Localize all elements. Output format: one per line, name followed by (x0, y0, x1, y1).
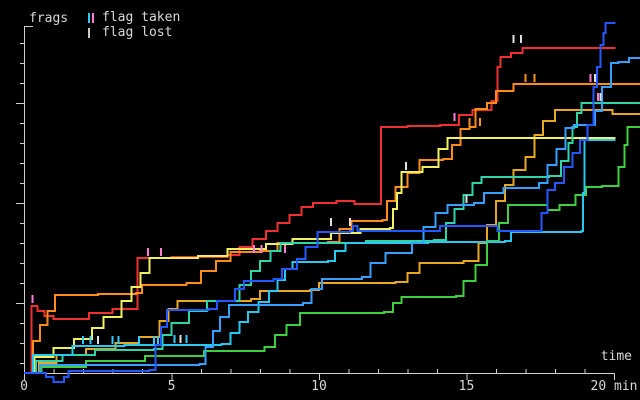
x-tick-label: 0 (20, 379, 28, 394)
series-player-red (24, 47, 616, 374)
legend: flag taken flag lost (88, 10, 180, 40)
time-axis-label: time (600, 349, 632, 364)
legend-flag-taken: flag taken (88, 10, 180, 25)
flag-taken-bar-1 (88, 12, 90, 23)
series-player-blue (24, 22, 616, 383)
flag-lost-bar (88, 27, 90, 38)
series-player-green (24, 126, 640, 374)
legend-flag-lost-label: flag lost (102, 24, 173, 40)
x-tick-label: 20 min (590, 379, 638, 394)
series-player-turquoise (24, 102, 640, 374)
series-player-yellow (24, 137, 616, 374)
flag-taken-bar-2 (92, 12, 94, 23)
legend-flag-taken-label: flag taken (102, 9, 181, 25)
series-player-orange (24, 83, 640, 374)
chart-title: frags (29, 11, 69, 26)
x-tick-label: 15 (458, 379, 475, 394)
legend-flag-lost: flag lost (88, 25, 180, 40)
flag-taken-icon (88, 12, 102, 23)
flag-lost-icon (88, 27, 102, 38)
series-player-skyblue (24, 57, 640, 374)
x-tick-label: 10 (311, 379, 327, 394)
x-tick-label: 5 (167, 379, 176, 394)
